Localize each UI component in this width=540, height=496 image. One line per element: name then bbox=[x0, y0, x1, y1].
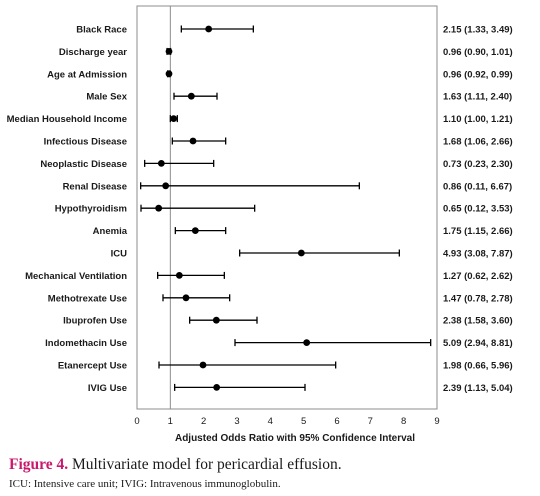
odds-ratio-point bbox=[182, 294, 190, 302]
odds-ratio-point bbox=[162, 182, 170, 190]
row-estimate-label: 1.68 (1.06, 2.66) bbox=[443, 137, 513, 148]
forest-row: IVIG Use 2.39 (1.13, 5.04) bbox=[88, 383, 513, 394]
x-tick-label: 7 bbox=[368, 416, 373, 427]
x-tick-label: 8 bbox=[401, 416, 406, 427]
x-tick-label: 1 bbox=[168, 416, 173, 427]
forest-row: Renal Disease 0.86 (0.11, 6.67) bbox=[63, 181, 513, 192]
odds-ratio-point bbox=[155, 204, 163, 212]
row-label: Anemia bbox=[93, 226, 128, 237]
row-estimate-label: 1.47 (0.78, 2.78) bbox=[443, 293, 513, 304]
row-label: Discharge year bbox=[59, 47, 127, 58]
figure-label: Figure 4. bbox=[9, 456, 69, 473]
x-tick-label: 4 bbox=[268, 416, 273, 427]
odds-ratio-point bbox=[170, 115, 178, 122]
row-label: Neoplastic Disease bbox=[40, 159, 127, 170]
row-estimate-label: 0.96 (0.90, 1.01) bbox=[443, 47, 513, 58]
forest-row: Indomethacin Use 5.09 (2.94, 8.81) bbox=[45, 338, 513, 349]
row-estimate-label: 4.93 (3.08, 7.87) bbox=[443, 249, 513, 260]
row-estimate-label: 1.98 (0.66, 5.96) bbox=[443, 361, 513, 372]
row-label: Black Race bbox=[76, 25, 127, 36]
row-estimate-label: 0.65 (0.12, 3.53) bbox=[443, 204, 513, 215]
odds-ratio-point bbox=[303, 339, 311, 346]
forest-row: Neoplastic Disease 0.73 (0.23, 2.30) bbox=[40, 159, 512, 170]
forest-row: Methotrexate Use 1.47 (0.78, 2.78) bbox=[48, 293, 513, 304]
figure-caption-text: Multivariate model for pericardial effus… bbox=[68, 456, 342, 473]
row-label: Age at Admission bbox=[47, 69, 127, 80]
row-label: Infectious Disease bbox=[44, 137, 127, 148]
forest-row: Age at Admission 0.96 (0.92, 0.99) bbox=[47, 69, 513, 80]
row-label: Median Household Income bbox=[7, 114, 127, 125]
odds-ratio-point bbox=[165, 70, 173, 78]
row-label: Renal Disease bbox=[63, 181, 127, 192]
x-tick-label: 2 bbox=[201, 416, 206, 427]
row-estimate-label: 0.96 (0.92, 0.99) bbox=[443, 69, 513, 80]
row-label: Methotrexate Use bbox=[48, 293, 127, 304]
forest-row: Infectious Disease 1.68 (1.06, 2.66) bbox=[44, 137, 513, 148]
row-label: Ibuprofen Use bbox=[63, 316, 127, 327]
row-estimate-label: 2.15 (1.33, 3.49) bbox=[443, 25, 513, 36]
odds-ratio-point bbox=[187, 92, 195, 100]
row-estimate-label: 0.73 (0.23, 2.30) bbox=[443, 159, 513, 170]
forest-row: Black Race 2.15 (1.33, 3.49) bbox=[76, 25, 512, 36]
forest-plot: Black Race 2.15 (1.33, 3.49) Discharge yea… bbox=[7, 5, 513, 444]
x-tick-label: 9 bbox=[434, 416, 439, 427]
row-label: Etanercept Use bbox=[58, 361, 127, 372]
forest-row: Discharge year 0.96 (0.90, 1.01) bbox=[59, 47, 513, 58]
row-label: IVIG Use bbox=[88, 383, 127, 394]
forest-row: Median Household Income 1.10 (1.00, 1.21) bbox=[7, 114, 513, 125]
x-axis-title: Adjusted Odds Ratio with 95% Confidence … bbox=[175, 433, 415, 444]
forest-row: Anemia 1.75 (1.15, 2.66) bbox=[93, 226, 513, 237]
odds-ratio-point bbox=[199, 361, 207, 369]
forest-row: Hypothyroidism 0.65 (0.12, 3.53) bbox=[55, 204, 513, 215]
odds-ratio-point bbox=[175, 272, 183, 279]
forest-row: Ibuprofen Use 2.38 (1.58, 3.60) bbox=[63, 316, 513, 327]
x-axis-ticks: 0 1 2 3 4 5 6 7 8 9 bbox=[134, 416, 439, 427]
row-estimate-label: 5.09 (2.94, 8.81) bbox=[443, 338, 513, 349]
abbreviation-footnote: ICU: Intensive care unit; IVIG: Intraven… bbox=[9, 478, 281, 490]
odds-ratio-point bbox=[165, 48, 173, 55]
row-estimate-label: 0.86 (0.11, 6.67) bbox=[443, 181, 512, 192]
forest-rows: Black Race 2.15 (1.33, 3.49) Discharge yea… bbox=[7, 25, 513, 394]
odds-ratio-point bbox=[213, 384, 221, 391]
row-label: ICU bbox=[111, 249, 128, 260]
forest-row: Mechanical Ventilation 1.27 (0.62, 2.62) bbox=[25, 271, 513, 282]
row-label: Male Sex bbox=[86, 92, 127, 103]
odds-ratio-point bbox=[212, 316, 220, 324]
odds-ratio-point bbox=[191, 227, 199, 235]
forest-row: Male Sex 1.63 (1.11, 2.40) bbox=[86, 92, 512, 103]
odds-ratio-point bbox=[157, 160, 165, 167]
row-label: Hypothyroidism bbox=[55, 204, 127, 215]
forest-row: ICU 4.93 (3.08, 7.87) bbox=[111, 249, 513, 260]
x-tick-label: 3 bbox=[234, 416, 239, 427]
plot-area-frame bbox=[136, 5, 438, 410]
row-estimate-label: 1.75 (1.15, 2.66) bbox=[443, 226, 513, 237]
forest-row: Etanercept Use 1.98 (0.66, 5.96) bbox=[58, 361, 513, 372]
x-tick-label: 5 bbox=[301, 416, 306, 427]
x-tick-label: 6 bbox=[334, 416, 339, 427]
row-label: Mechanical Ventilation bbox=[25, 271, 127, 282]
x-tick-label: 0 bbox=[134, 416, 139, 427]
odds-ratio-point bbox=[189, 137, 197, 145]
row-estimate-label: 1.63 (1.11, 2.40) bbox=[443, 92, 512, 103]
odds-ratio-point bbox=[297, 249, 305, 257]
row-estimate-label: 1.27 (0.62, 2.62) bbox=[443, 271, 513, 282]
row-estimate-label: 2.38 (1.58, 3.60) bbox=[443, 316, 513, 327]
odds-ratio-point bbox=[205, 25, 213, 33]
row-estimate-label: 1.10 (1.00, 1.21) bbox=[443, 114, 513, 125]
row-estimate-label: 2.39 (1.13, 5.04) bbox=[443, 383, 513, 394]
figure-caption: Figure 4. Multivariate model for pericar… bbox=[9, 456, 342, 474]
row-label: Indomethacin Use bbox=[45, 338, 127, 349]
